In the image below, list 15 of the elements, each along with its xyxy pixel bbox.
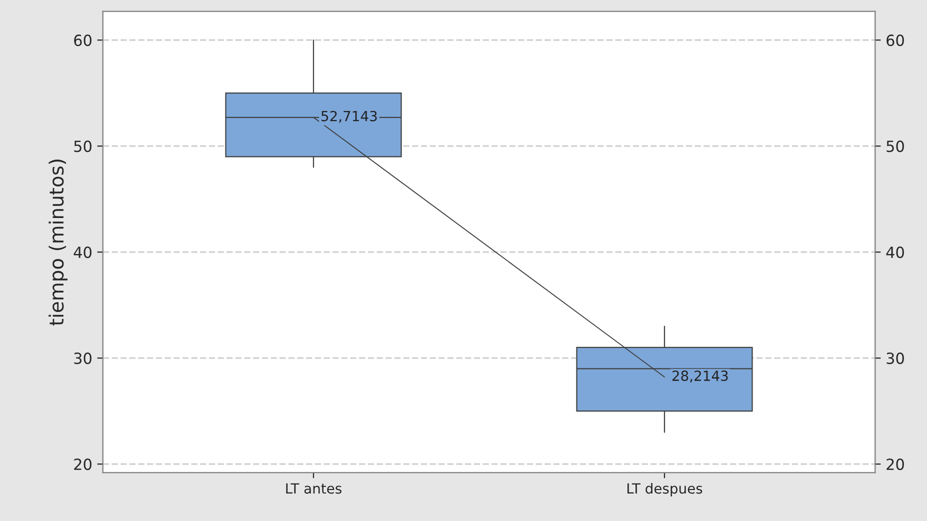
- y-tick-label: 20: [74, 458, 92, 470]
- data-label: 52,7143: [322, 110, 377, 123]
- y-tick-label: 50: [74, 140, 92, 152]
- y2-tick-label: 30: [886, 352, 904, 364]
- y2-tick-label: 20: [886, 458, 904, 470]
- x-tick-label: LT antes: [286, 483, 342, 494]
- data-label: 28,2143: [672, 370, 728, 382]
- y-tick-label: 60: [74, 34, 92, 46]
- x-tick-label: LT despues: [627, 482, 702, 496]
- y-tick-label: 30: [74, 352, 92, 364]
- y2-tick-label: 60: [886, 34, 904, 46]
- y-axis-title: tiempo (minutos): [48, 160, 68, 326]
- y-tick-label: 40: [74, 246, 92, 258]
- y2-tick-label: 50: [886, 140, 904, 152]
- y2-tick-label: 40: [886, 246, 904, 258]
